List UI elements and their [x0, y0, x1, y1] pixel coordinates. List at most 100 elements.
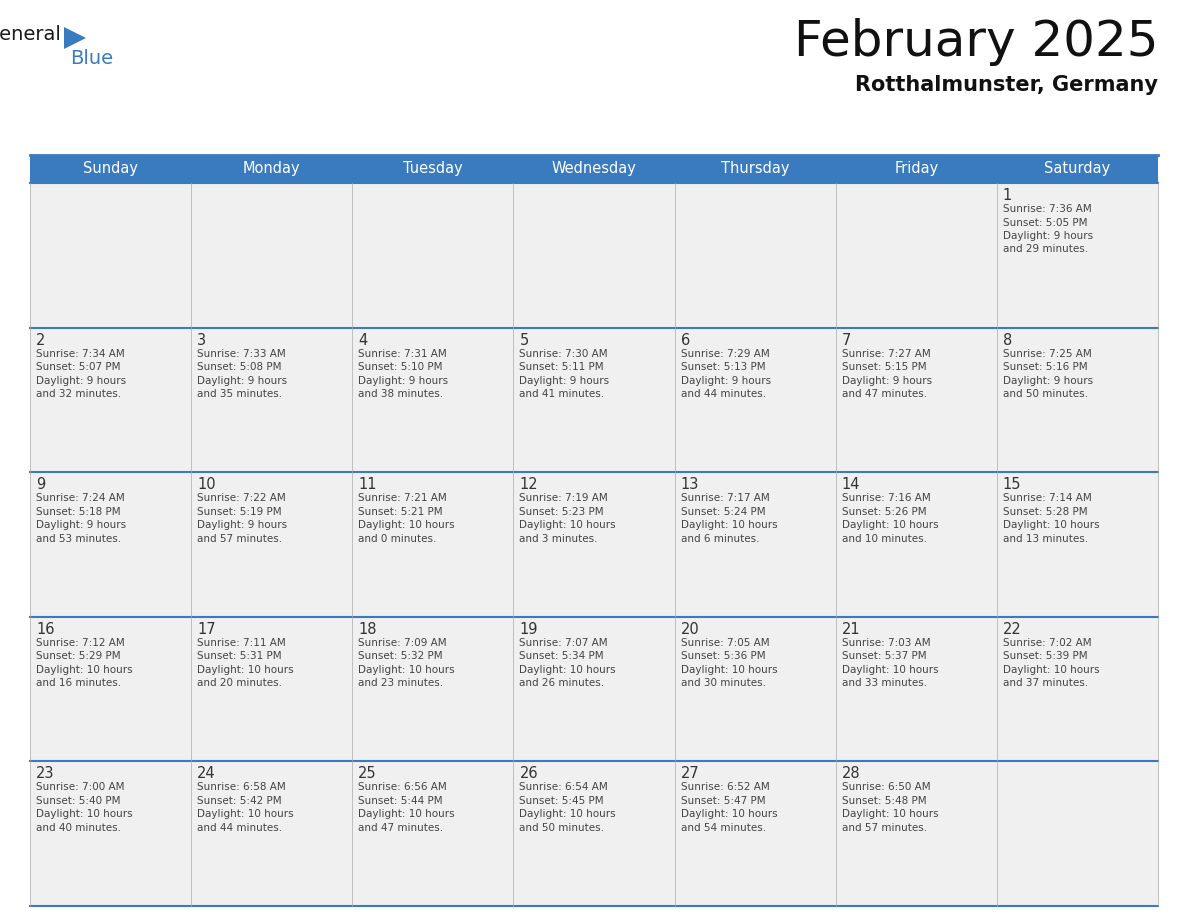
- Text: General: General: [0, 25, 62, 44]
- Text: Saturday: Saturday: [1044, 162, 1111, 176]
- Text: Sunrise: 7:11 AM: Sunrise: 7:11 AM: [197, 638, 286, 648]
- Text: Sunrise: 7:29 AM: Sunrise: 7:29 AM: [681, 349, 770, 359]
- Bar: [191, 472, 353, 617]
- Text: Sunrise: 7:34 AM: Sunrise: 7:34 AM: [36, 349, 125, 359]
- Text: Sunset: 5:31 PM: Sunset: 5:31 PM: [197, 651, 282, 661]
- Text: Sunrise: 7:21 AM: Sunrise: 7:21 AM: [359, 493, 447, 503]
- Bar: [997, 761, 1158, 906]
- Text: Sunrise: 7:25 AM: Sunrise: 7:25 AM: [1003, 349, 1092, 359]
- Text: and 50 minutes.: and 50 minutes.: [519, 823, 605, 833]
- Bar: [513, 328, 675, 472]
- Text: Daylight: 9 hours: Daylight: 9 hours: [36, 521, 126, 531]
- Text: Daylight: 10 hours: Daylight: 10 hours: [681, 665, 777, 675]
- Text: Monday: Monday: [242, 162, 301, 176]
- Text: Daylight: 10 hours: Daylight: 10 hours: [359, 521, 455, 531]
- Text: 2: 2: [36, 332, 45, 348]
- Text: and 20 minutes.: and 20 minutes.: [197, 678, 282, 688]
- Bar: [191, 328, 353, 472]
- Text: Sunrise: 6:56 AM: Sunrise: 6:56 AM: [359, 782, 447, 792]
- Bar: [675, 328, 835, 472]
- Text: Sunrise: 7:17 AM: Sunrise: 7:17 AM: [681, 493, 770, 503]
- Text: Sunset: 5:37 PM: Sunset: 5:37 PM: [842, 651, 927, 661]
- Text: and 37 minutes.: and 37 minutes.: [1003, 678, 1088, 688]
- Polygon shape: [64, 27, 86, 49]
- Text: Daylight: 10 hours: Daylight: 10 hours: [842, 521, 939, 531]
- Bar: [30, 155, 1158, 183]
- Text: and 53 minutes.: and 53 minutes.: [36, 533, 121, 543]
- Text: Wednesday: Wednesday: [551, 162, 637, 176]
- Text: and 0 minutes.: and 0 minutes.: [359, 533, 437, 543]
- Bar: [191, 617, 353, 761]
- Text: Daylight: 10 hours: Daylight: 10 hours: [842, 665, 939, 675]
- Text: Sunday: Sunday: [83, 162, 138, 176]
- Text: Sunrise: 7:30 AM: Sunrise: 7:30 AM: [519, 349, 608, 359]
- Text: Sunset: 5:36 PM: Sunset: 5:36 PM: [681, 651, 765, 661]
- Text: and 30 minutes.: and 30 minutes.: [681, 678, 765, 688]
- Text: Sunset: 5:10 PM: Sunset: 5:10 PM: [359, 362, 443, 372]
- Bar: [353, 472, 513, 617]
- Text: Sunrise: 7:31 AM: Sunrise: 7:31 AM: [359, 349, 447, 359]
- Text: and 54 minutes.: and 54 minutes.: [681, 823, 766, 833]
- Text: Daylight: 9 hours: Daylight: 9 hours: [1003, 231, 1093, 241]
- Text: Sunset: 5:23 PM: Sunset: 5:23 PM: [519, 507, 604, 517]
- Text: Sunrise: 7:09 AM: Sunrise: 7:09 AM: [359, 638, 447, 648]
- Text: 4: 4: [359, 332, 367, 348]
- Text: 20: 20: [681, 621, 700, 637]
- Text: Daylight: 9 hours: Daylight: 9 hours: [519, 375, 609, 386]
- Text: Sunrise: 7:27 AM: Sunrise: 7:27 AM: [842, 349, 930, 359]
- Bar: [30, 472, 191, 617]
- Text: and 6 minutes.: and 6 minutes.: [681, 533, 759, 543]
- Bar: [353, 617, 513, 761]
- Text: Daylight: 10 hours: Daylight: 10 hours: [842, 810, 939, 820]
- Bar: [997, 183, 1158, 328]
- Text: Daylight: 10 hours: Daylight: 10 hours: [197, 665, 293, 675]
- Text: Daylight: 10 hours: Daylight: 10 hours: [519, 521, 617, 531]
- Bar: [30, 183, 191, 328]
- Text: 27: 27: [681, 767, 700, 781]
- Text: 11: 11: [359, 477, 377, 492]
- Text: Sunrise: 7:19 AM: Sunrise: 7:19 AM: [519, 493, 608, 503]
- Text: Daylight: 10 hours: Daylight: 10 hours: [197, 810, 293, 820]
- Text: Sunset: 5:16 PM: Sunset: 5:16 PM: [1003, 362, 1087, 372]
- Text: Blue: Blue: [70, 49, 113, 68]
- Text: 17: 17: [197, 621, 216, 637]
- Text: Sunset: 5:29 PM: Sunset: 5:29 PM: [36, 651, 121, 661]
- Text: Sunset: 5:32 PM: Sunset: 5:32 PM: [359, 651, 443, 661]
- Text: and 3 minutes.: and 3 minutes.: [519, 533, 598, 543]
- Text: Sunrise: 7:03 AM: Sunrise: 7:03 AM: [842, 638, 930, 648]
- Text: and 23 minutes.: and 23 minutes.: [359, 678, 443, 688]
- Text: and 50 minutes.: and 50 minutes.: [1003, 389, 1088, 399]
- Text: Daylight: 10 hours: Daylight: 10 hours: [359, 665, 455, 675]
- Text: 22: 22: [1003, 621, 1022, 637]
- Text: Sunset: 5:19 PM: Sunset: 5:19 PM: [197, 507, 282, 517]
- Text: 13: 13: [681, 477, 699, 492]
- Bar: [835, 183, 997, 328]
- Bar: [675, 472, 835, 617]
- Text: Sunset: 5:34 PM: Sunset: 5:34 PM: [519, 651, 604, 661]
- Bar: [353, 328, 513, 472]
- Text: Daylight: 9 hours: Daylight: 9 hours: [197, 521, 287, 531]
- Text: Sunset: 5:42 PM: Sunset: 5:42 PM: [197, 796, 282, 806]
- Text: 19: 19: [519, 621, 538, 637]
- Text: and 26 minutes.: and 26 minutes.: [519, 678, 605, 688]
- Text: Sunset: 5:40 PM: Sunset: 5:40 PM: [36, 796, 120, 806]
- Bar: [835, 617, 997, 761]
- Bar: [675, 617, 835, 761]
- Bar: [997, 328, 1158, 472]
- Text: 25: 25: [359, 767, 377, 781]
- Text: Sunrise: 7:16 AM: Sunrise: 7:16 AM: [842, 493, 930, 503]
- Text: Sunrise: 7:36 AM: Sunrise: 7:36 AM: [1003, 204, 1092, 214]
- Text: Daylight: 10 hours: Daylight: 10 hours: [681, 810, 777, 820]
- Text: and 57 minutes.: and 57 minutes.: [197, 533, 283, 543]
- Text: 1: 1: [1003, 188, 1012, 203]
- Text: Sunrise: 7:12 AM: Sunrise: 7:12 AM: [36, 638, 125, 648]
- Bar: [353, 183, 513, 328]
- Text: and 13 minutes.: and 13 minutes.: [1003, 533, 1088, 543]
- Text: Daylight: 10 hours: Daylight: 10 hours: [519, 665, 617, 675]
- Text: Daylight: 10 hours: Daylight: 10 hours: [1003, 665, 1099, 675]
- Text: Daylight: 9 hours: Daylight: 9 hours: [36, 375, 126, 386]
- Text: Daylight: 9 hours: Daylight: 9 hours: [681, 375, 771, 386]
- Text: 6: 6: [681, 332, 690, 348]
- Text: 21: 21: [842, 621, 860, 637]
- Bar: [513, 472, 675, 617]
